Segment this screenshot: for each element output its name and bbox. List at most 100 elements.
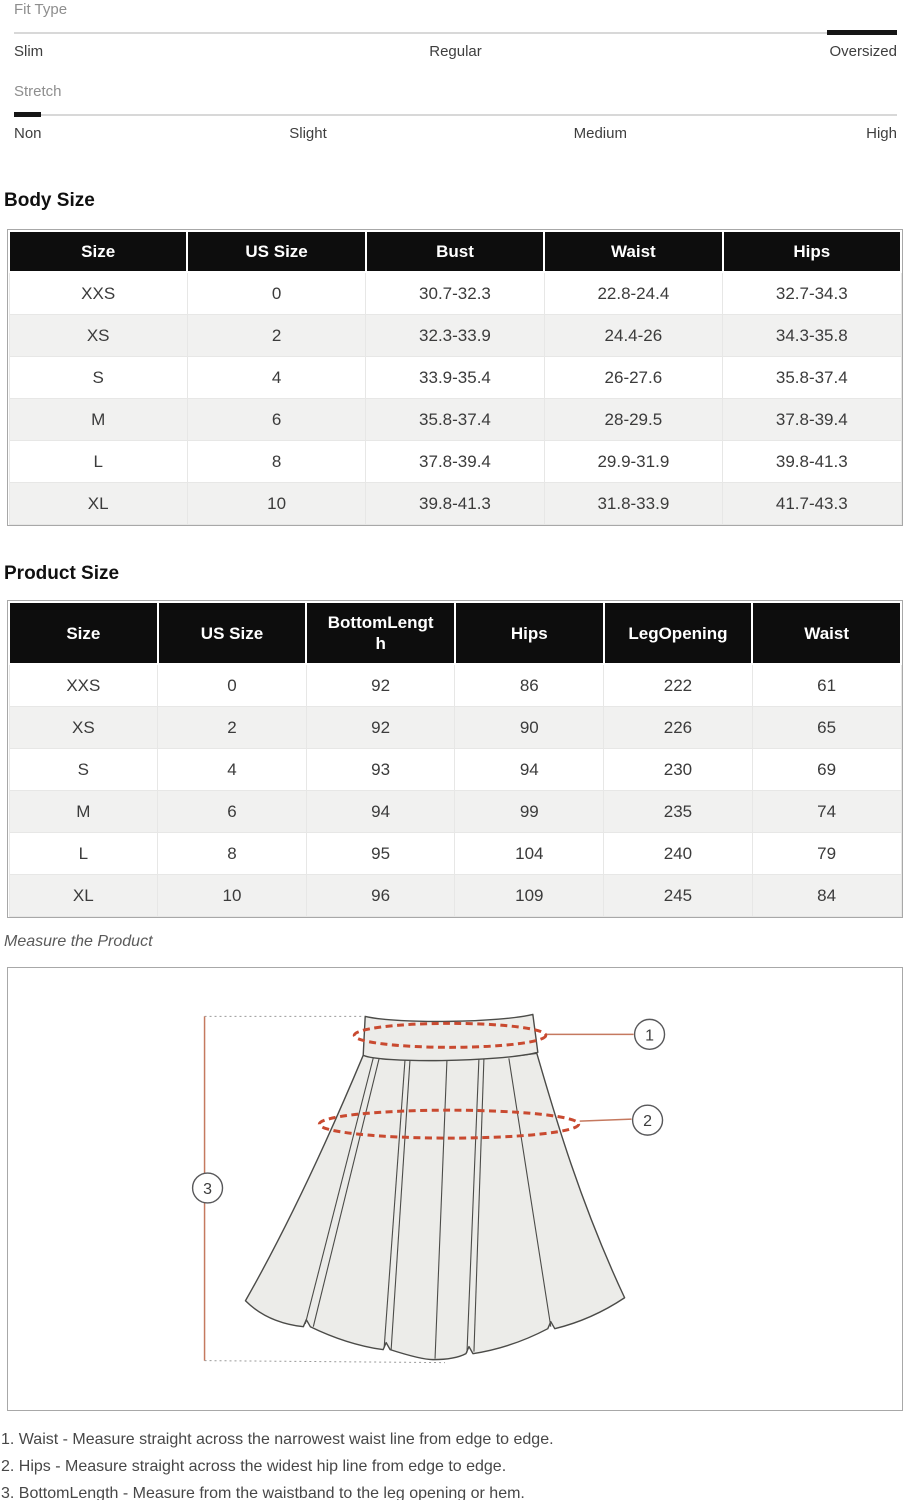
table-cell: 4: [186, 356, 367, 399]
column-header: US Size: [186, 230, 367, 273]
callout-1-number: 1: [645, 1027, 654, 1044]
table-cell: 29.9-31.9: [543, 440, 724, 483]
table-row: XXS 0 92 86 222 61: [8, 663, 902, 707]
table-cell: 30.7-32.3: [365, 271, 545, 315]
table-cell: 41.7-43.3: [722, 482, 902, 525]
stretch-option-non: Non: [14, 125, 42, 142]
measure-caption: Measure the Product: [4, 933, 153, 950]
column-header: Size: [7, 230, 189, 273]
table-cell: 240: [603, 832, 753, 875]
product-size-title: Product Size: [4, 563, 120, 584]
callout-circles: 1 2 3: [191, 1018, 666, 1204]
skirt-diagram: 1 2 3: [191, 1013, 666, 1364]
table-row: S 4 33.9-35.4 26-27.6 35.8-37.4: [8, 356, 902, 399]
table-cell: 92: [305, 706, 456, 749]
table-cell: M: [8, 398, 188, 441]
stretch-selected-mark: [14, 112, 41, 117]
column-header: Bust: [364, 230, 546, 273]
fit-type-options: Slim Regular Oversized: [14, 43, 897, 61]
fit-type-option-slim: Slim: [14, 43, 44, 60]
body-size-table: Size US Size Bust Waist Hips XXS 0 30.7-32.3 22.…: [7, 230, 903, 525]
table-cell: 226: [603, 706, 753, 749]
table-cell: 90: [454, 706, 605, 749]
table-cell: 24.4-26: [543, 314, 724, 357]
table-cell: 39.8-41.3: [722, 440, 902, 483]
stretch-option-slight: Slight: [289, 125, 327, 142]
fit-type-option-regular: Regular: [429, 43, 482, 60]
table-row: XS 2 32.3-33.9 24.4-26 34.3-35.8: [8, 314, 902, 357]
measurement-diagram: 1 2 3: [7, 967, 903, 1411]
table-row: XXS 0 30.7-32.3 22.8-24.4 32.7-34.3: [8, 271, 902, 315]
table-cell: S: [8, 748, 159, 791]
table-cell: 96: [305, 874, 456, 917]
table-cell: XL: [8, 482, 188, 525]
table-cell: L: [8, 832, 159, 875]
table-cell: 32.3-33.9: [365, 314, 545, 357]
table-cell: XS: [8, 314, 188, 357]
fit-type-slider: [14, 30, 897, 35]
column-header: Hips: [721, 230, 903, 273]
stretch-slider: [14, 112, 897, 117]
fit-type-option-oversized: Oversized: [829, 43, 897, 60]
table-cell: 99: [454, 790, 605, 833]
table-cell: S: [8, 356, 188, 399]
table-cell: 93: [305, 748, 456, 791]
product-size-table: Size US Size BottomLength Hips LegOpening Wai…: [8, 601, 902, 917]
stretch-option-medium: Medium: [573, 125, 627, 142]
table-cell: XXS: [8, 271, 188, 315]
stretch-label: Stretch: [14, 83, 62, 100]
table-cell: L: [8, 440, 188, 483]
table-row: L 8 95 104 240 79: [8, 832, 902, 875]
table-cell: 35.8-37.4: [722, 356, 902, 399]
table-cell: 8: [157, 832, 307, 875]
stretch-options: Non Slight Medium High: [14, 125, 897, 143]
note-waist: 1. Waist - Measure straight across the n…: [1, 1431, 554, 1448]
table-cell: 230: [603, 748, 753, 791]
note-hips: 2. Hips - Measure straight across the wi…: [1, 1458, 507, 1475]
table-cell: 28-29.5: [543, 398, 724, 441]
note-bottomlength: 3. BottomLength - Measure from the waist…: [1, 1485, 525, 1500]
table-cell: 39.8-41.3: [365, 482, 545, 525]
skirt-waistband: [362, 1013, 539, 1062]
table-cell: 10: [186, 482, 367, 525]
table-cell: 26-27.6: [543, 356, 724, 399]
body-size-title: Body Size: [4, 190, 95, 211]
table-row: XL 10 96 109 245 84: [8, 874, 902, 917]
table-cell: 235: [603, 790, 753, 833]
column-header: Waist: [751, 601, 902, 665]
table-cell: XXS: [8, 663, 159, 707]
table-cell: 222: [603, 663, 753, 707]
table-row: M 6 94 99 235 74: [8, 790, 902, 833]
fit-type-label: Fit Type: [14, 1, 68, 18]
skirt-body: [244, 1052, 626, 1361]
pleat-lines: [304, 1058, 552, 1359]
fit-sliders-section: Fit Type Slim Regular Oversized Stretch …: [0, 1, 910, 143]
table-cell: M: [8, 790, 159, 833]
table-cell: 31.8-33.9: [543, 482, 724, 525]
table-cell: 34.3-35.8: [722, 314, 902, 357]
table-cell: 33.9-35.4: [365, 356, 545, 399]
table-cell: 0: [186, 271, 367, 315]
stretch-option-high: High: [866, 125, 897, 142]
table-cell: 65: [751, 706, 902, 749]
table-row: M 6 35.8-37.4 28-29.5 37.8-39.4: [8, 398, 902, 441]
table-cell: 8: [186, 440, 367, 483]
table-row: S 4 93 94 230 69: [8, 748, 902, 791]
table-cell: 94: [305, 790, 456, 833]
table-cell: 22.8-24.4: [543, 271, 724, 315]
table-cell: XL: [8, 874, 159, 917]
callout-3-number: 3: [203, 1181, 212, 1198]
column-header: BottomLength: [305, 601, 456, 665]
table-cell: 6: [186, 398, 367, 441]
table-cell: 10: [157, 874, 307, 917]
hips-measure-ellipse: [317, 1108, 581, 1140]
table-cell: 37.8-39.4: [722, 398, 902, 441]
body-size-table-wrap: Size US Size Bust Waist Hips XXS 0 30.7-32.3 22.…: [7, 229, 903, 526]
column-header: Size: [8, 601, 159, 665]
table-cell: 92: [305, 663, 456, 707]
table-cell: 35.8-37.4: [365, 398, 545, 441]
table-row: XS 2 92 90 226 65: [8, 706, 902, 749]
table-cell: 0: [157, 663, 307, 707]
table-cell: 69: [751, 748, 902, 791]
